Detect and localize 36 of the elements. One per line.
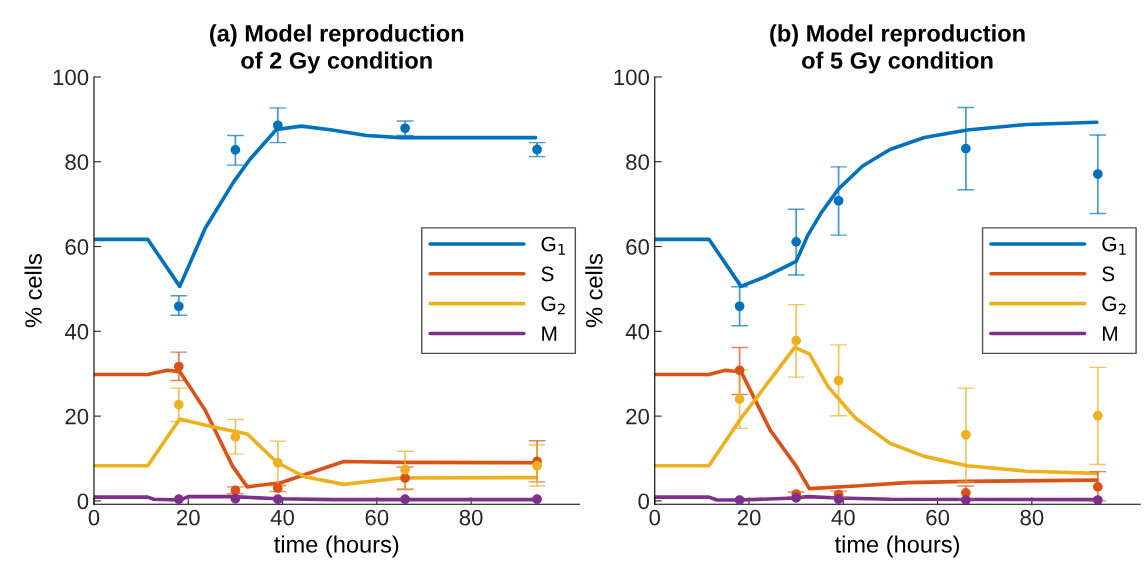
chart-title: (a) Model reproduction of 2 Gy condition (210, 24, 464, 74)
legend-label: M (1103, 326, 1117, 341)
y-tick-label: 100 (614, 69, 650, 86)
chart-title: (b) Model reproduction of 5 Gy condition (770, 24, 1025, 74)
x-axis-title: time (hours) (834, 535, 960, 558)
x-tick-label: 80 (1020, 509, 1044, 526)
y-tick-label: 100 (53, 69, 89, 86)
x-axis-title: time (hours) (274, 535, 399, 558)
x-tick-label: 60 (365, 509, 389, 526)
legend-label: G$_{2}$ (541, 296, 565, 315)
legend-label: G$_{1}$ (1102, 236, 1126, 255)
x-tick-label: 20 (737, 509, 761, 526)
x-tick-label: 80 (459, 509, 483, 526)
legend-label: G$_{2}$ (1102, 296, 1126, 315)
x-tick-label: 60 (926, 509, 950, 526)
y-tick-label: 60 (626, 239, 650, 255)
x-tick-label: 40 (270, 509, 295, 526)
y-tick-label: 60 (65, 239, 89, 255)
y-tick-label: 40 (64, 323, 89, 340)
y-tick-label: 20 (65, 408, 89, 425)
y-tick-label: 40 (625, 323, 650, 340)
legend-label: S (1102, 266, 1115, 282)
legend-label: S (541, 266, 554, 282)
x-tick-label: 0 (88, 509, 100, 526)
legend-label: G$_{1}$ (541, 236, 565, 255)
y-tick-label: 0 (77, 493, 89, 510)
y-tick-label: 0 (638, 493, 650, 510)
x-tick-label: 0 (649, 509, 661, 526)
y-tick-label: 20 (626, 408, 650, 425)
y-axis-title: % cells (585, 254, 603, 328)
x-tick-label: 20 (177, 509, 200, 526)
y-tick-label: 80 (626, 154, 650, 171)
x-tick-label: 40 (831, 509, 855, 526)
y-tick-label: 80 (65, 154, 89, 171)
legend-label: M (542, 326, 557, 341)
y-axis-title: % cells (24, 254, 42, 328)
